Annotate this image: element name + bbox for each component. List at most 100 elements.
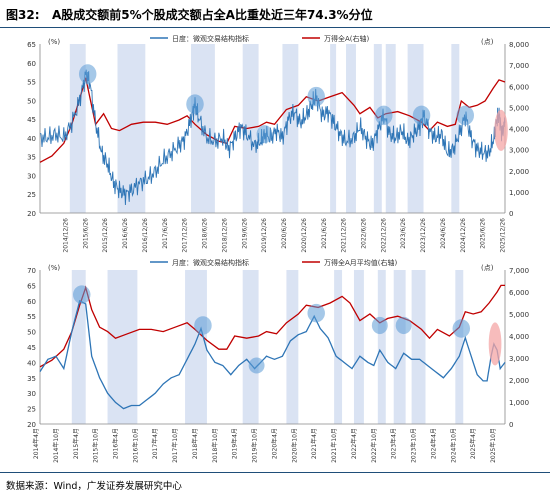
x-tick-label: 2018/6/26 xyxy=(202,218,209,249)
left-tick-label: 20 xyxy=(27,210,36,218)
right-tick-label: 0 xyxy=(509,421,513,429)
x-tick-label: 2018/12/26 xyxy=(221,218,228,253)
left-tick-label: 50 xyxy=(27,97,36,105)
x-tick-label: 2014/12/26 xyxy=(62,218,69,253)
shaded-band xyxy=(185,270,207,424)
highlight-circle xyxy=(186,94,204,114)
shaded-band xyxy=(286,270,299,424)
shaded-band xyxy=(377,270,386,424)
shaded-band xyxy=(393,270,406,424)
right-tick-label: 5,000 xyxy=(509,311,529,319)
x-tick-label: 2024/6/26 xyxy=(440,218,447,249)
x-tick-label: 2020/12/26 xyxy=(301,218,308,253)
left-tick-label: 65 xyxy=(27,41,36,49)
left-tick-label: 25 xyxy=(27,191,36,199)
highlight-circle xyxy=(307,86,325,107)
figure-title: A股成交额前5%个股成交额占全A比重处近三年74.3%分位 xyxy=(52,8,373,22)
legend-red-label: 万得全A(右轴) xyxy=(324,34,370,43)
monthly-chart: 20 25 30 35 40 45 50 55 60 65 70 0 1,000 2,000 3,000 4,… xyxy=(27,258,529,463)
x-tick-label: 2017/6/26 xyxy=(162,218,169,249)
x-tick-label: 2025年4月 xyxy=(469,428,477,459)
x-tick-label: 2025年10月 xyxy=(489,428,497,463)
x-tick-label: 2023年10月 xyxy=(410,428,418,463)
x-tick-label: 2020年10月 xyxy=(290,428,298,463)
left-tick-label: 45 xyxy=(27,116,36,124)
x-tick-label: 2022年4月 xyxy=(350,428,358,459)
figure-number: 图32: xyxy=(6,8,40,22)
shaded-band xyxy=(242,44,259,213)
left-tick-label: 60 xyxy=(27,298,36,306)
highlight-circle xyxy=(395,316,412,335)
left-tick-label: 40 xyxy=(27,359,36,367)
shaded-band xyxy=(107,270,138,424)
left-tick-label: 20 xyxy=(27,421,36,429)
x-tick-label: 2016/6/26 xyxy=(122,218,129,249)
x-tick-label: 2019/12/26 xyxy=(261,218,268,253)
highlight-circle xyxy=(194,316,212,335)
x-tick-label: 2021年10月 xyxy=(330,428,338,463)
blue-series-line xyxy=(39,69,506,206)
x-tick-label: 2015年4月 xyxy=(72,428,80,459)
shaded-band xyxy=(334,270,343,424)
highlight-circle xyxy=(456,105,474,126)
bottom-rule xyxy=(0,472,550,473)
highlight-circle xyxy=(307,303,325,323)
shaded-band xyxy=(242,270,259,424)
left-tick-label: 40 xyxy=(27,135,36,143)
x-tick-label: 2022年10月 xyxy=(370,428,378,463)
x-tick-label: 2023/6/26 xyxy=(400,218,407,249)
right-unit: (点) xyxy=(481,38,494,46)
blue-series-line xyxy=(39,299,506,410)
x-tick-label: 2016年4月 xyxy=(112,428,120,459)
shaded-band xyxy=(330,44,337,213)
x-tick-label: 2021/12/26 xyxy=(341,218,348,253)
x-tick-label: 2015年10月 xyxy=(92,428,100,463)
x-tick-label: 2018年4月 xyxy=(191,428,199,459)
right-tick-label: 1,000 xyxy=(509,399,529,407)
right-tick-label: 2,000 xyxy=(509,168,529,176)
right-tick-label: 6,000 xyxy=(509,83,529,91)
left-tick-label: 55 xyxy=(27,313,36,321)
right-tick-label: 8,000 xyxy=(509,41,529,49)
figure-source: 数据来源：Wind，广发证券发展研究中心 xyxy=(6,481,182,492)
shaded-band xyxy=(282,44,299,213)
x-tick-label: 2024年4月 xyxy=(429,428,437,459)
left-tick-label: 25 xyxy=(27,406,36,414)
right-tick-label: 3,000 xyxy=(509,355,529,363)
x-tick-label: 2016/12/26 xyxy=(142,218,149,253)
x-tick-label: 2020/6/26 xyxy=(281,218,288,249)
highlight-circle xyxy=(248,357,265,374)
left-tick-label: 30 xyxy=(27,172,36,180)
left-unit: (%) xyxy=(48,264,60,272)
shaded-band xyxy=(353,270,364,424)
right-tick-label: 2,000 xyxy=(509,377,529,385)
x-tick-label: 2025/6/26 xyxy=(480,218,487,249)
right-tick-label: 1,000 xyxy=(509,189,529,197)
x-tick-label: 2017年4月 xyxy=(151,428,159,459)
x-tick-label: 2017/12/26 xyxy=(182,218,189,253)
figure-header: 图32: A股成交额前5%个股成交额占全A比重处近三年74.3%分位 xyxy=(0,0,550,28)
left-tick-label: 55 xyxy=(27,79,36,87)
highlight-circle xyxy=(256,125,273,144)
right-tick-label: 4,000 xyxy=(509,333,529,341)
shaded-band xyxy=(346,44,356,213)
x-tick-label: 2020年4月 xyxy=(270,428,278,459)
right-tick-label: 0 xyxy=(509,210,513,218)
left-unit: (%) xyxy=(48,38,60,46)
legend-blue-label: 月度：微观交易结构指标 xyxy=(172,258,249,267)
left-tick-label: 50 xyxy=(27,329,36,337)
x-tick-label: 2022/6/26 xyxy=(361,218,368,249)
right-tick-label: 6,000 xyxy=(509,289,529,297)
x-tick-label: 2024/12/26 xyxy=(460,218,467,253)
x-tick-label: 2016年10月 xyxy=(131,428,139,463)
right-tick-label: 4,000 xyxy=(509,126,529,134)
right-tick-label: 5,000 xyxy=(509,104,529,112)
x-tick-label: 2017年10月 xyxy=(171,428,179,463)
legend-blue-label: 日度：微观交易结构指标 xyxy=(172,34,249,43)
x-tick-label: 2018年10月 xyxy=(211,428,219,463)
x-tick-label: 2015/12/26 xyxy=(102,218,109,253)
left-tick-label: 30 xyxy=(27,390,36,398)
x-tick-label: 2019年10月 xyxy=(251,428,259,463)
x-tick-label: 2021/6/26 xyxy=(321,218,328,249)
red-series-line xyxy=(39,77,506,163)
